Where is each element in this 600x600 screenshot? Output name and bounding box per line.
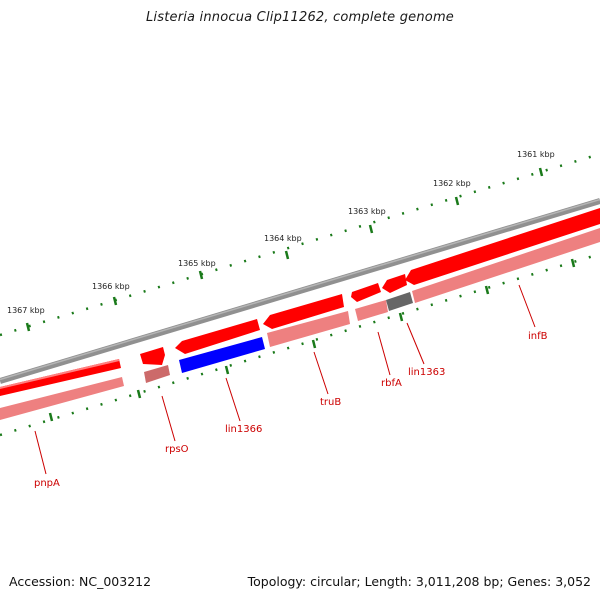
gene-label-lin1363[interactable]: lin1363 <box>408 367 445 378</box>
gene-infB-arrow[interactable] <box>405 208 600 285</box>
page-title: Listeria innocua Clip11262, complete gen… <box>145 10 455 25</box>
major-tick-inner-4 <box>311 339 317 349</box>
genome-backbone <box>0 198 600 384</box>
gene-label-rbfA[interactable]: rbfA <box>381 378 402 389</box>
leader-truB <box>313 351 329 395</box>
gene-pnpA-arrow[interactable] <box>0 359 121 396</box>
leader-lin1366 <box>225 377 241 422</box>
ruler-label-1366: 1366 kbp <box>92 282 130 291</box>
gene-infB-band <box>412 228 600 303</box>
gene-lin1363-band[interactable] <box>386 292 413 311</box>
gene-label-rpsO[interactable]: rpsO <box>165 444 189 455</box>
gene-lin1366-arrow[interactable] <box>175 319 260 354</box>
ruler-label-1364: 1364 kbp <box>264 234 302 243</box>
gene-rbfA-arrow[interactable] <box>351 283 381 302</box>
major-tick-inner-3 <box>224 365 230 375</box>
gene-label-truB[interactable]: truB <box>320 397 341 408</box>
feature-track <box>0 208 600 396</box>
ruler-label-1367: 1367 kbp <box>7 306 45 315</box>
gene-truB-band <box>267 311 350 347</box>
gene-label-lin1366[interactable]: lin1366 <box>225 424 262 435</box>
gene-rpsO-arrow[interactable] <box>140 347 165 365</box>
major-tick-1367 <box>25 322 31 332</box>
leader-rpsO <box>161 395 176 442</box>
gene-label-leaders <box>34 284 536 475</box>
major-tick-1364 <box>284 250 290 260</box>
ruler-label-1362: 1362 kbp <box>433 179 471 188</box>
major-tick-inner-1 <box>48 412 54 422</box>
leader-rbfA <box>377 331 391 376</box>
ruler-label-1365: 1365 kbp <box>178 259 216 268</box>
major-tick-1365 <box>198 270 204 280</box>
ruler-label-1361: 1361 kbp <box>517 150 555 159</box>
gene-pnpA-highlight <box>0 359 120 389</box>
gene-labels: pnpA rpsO lin1366 truB rbfA lin1363 infB <box>34 331 548 489</box>
major-tick-1366 <box>112 296 118 306</box>
major-tick-inner-6 <box>484 285 490 295</box>
major-tick-inner-5 <box>398 312 404 322</box>
major-tick-inner-2 <box>136 389 142 399</box>
gene-rpsO-band <box>144 365 170 383</box>
major-tick-1363 <box>368 224 374 234</box>
leader-lin1363 <box>406 322 425 365</box>
gene-label-pnpA[interactable]: pnpA <box>34 478 60 489</box>
topology-text: Topology: circular; Length: 3,011,208 bp… <box>247 574 591 589</box>
leader-infB <box>518 284 536 328</box>
gene-lin1366-band[interactable] <box>179 337 265 373</box>
ruler-label-1363: 1363 kbp <box>348 207 386 216</box>
major-tick-1362 <box>454 196 460 206</box>
gene-rbfA-band <box>355 300 388 321</box>
ruler-ticks-inner <box>0 252 600 437</box>
gene-truB-arrow[interactable] <box>263 294 344 329</box>
gene-lin1363-arrow[interactable] <box>382 274 407 293</box>
ruler-labels: 1367 kbp 1366 kbp 1365 kbp 1364 kbp 1363… <box>7 150 555 315</box>
major-tick-inner-7 <box>570 258 576 268</box>
gene-pnpA-band <box>0 377 124 420</box>
ruler-major-ticks <box>25 167 576 422</box>
gene-label-infB[interactable]: infB <box>528 331 548 342</box>
accession-text: Accession: NC_003212 <box>9 574 152 589</box>
feature-band-track <box>0 228 600 420</box>
leader-pnpA <box>34 430 47 475</box>
major-tick-1361 <box>538 167 544 177</box>
